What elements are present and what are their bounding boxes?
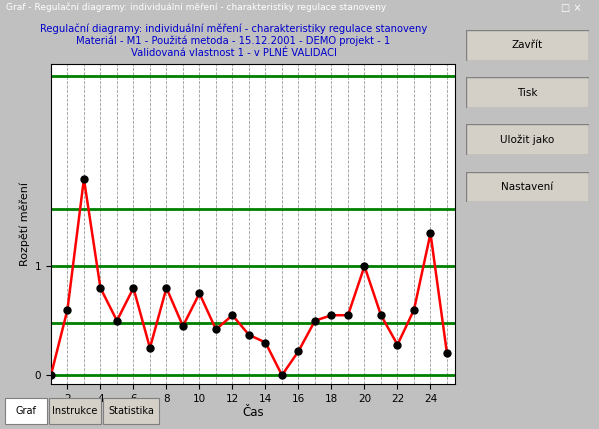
Text: Zavřít: Zavřít xyxy=(512,40,543,51)
Point xyxy=(326,312,336,319)
Text: Graf - Regulační diagramy: individuální měření - charakteristiky regulace stanov: Graf - Regulační diagramy: individuální … xyxy=(6,3,386,12)
Point xyxy=(409,306,419,313)
Point xyxy=(228,312,237,319)
Text: Materiál - M1 - Použitá metoda - 15.12.2001 - DEMO projekt - 1: Materiál - M1 - Použitá metoda - 15.12.2… xyxy=(77,36,391,46)
Text: □ ×: □ × xyxy=(561,3,581,12)
Text: Tisk: Tisk xyxy=(517,88,538,98)
Point xyxy=(277,372,287,379)
Point xyxy=(145,344,155,351)
Point xyxy=(359,263,369,269)
X-axis label: Čas: Čas xyxy=(242,406,264,420)
Point xyxy=(46,372,56,379)
FancyBboxPatch shape xyxy=(466,172,589,202)
FancyBboxPatch shape xyxy=(49,399,101,424)
Point xyxy=(96,284,105,291)
Y-axis label: Rozpětí měření: Rozpětí měření xyxy=(20,182,31,266)
Point xyxy=(195,290,204,297)
Text: Uložit jako: Uložit jako xyxy=(500,135,555,145)
Point xyxy=(211,326,221,333)
Point xyxy=(162,284,171,291)
FancyBboxPatch shape xyxy=(102,399,159,424)
FancyBboxPatch shape xyxy=(466,124,589,155)
Text: Validovaná vlastnost 1 - v PLNÉ VALIDACI: Validovaná vlastnost 1 - v PLNÉ VALIDACI xyxy=(131,48,337,57)
Point xyxy=(129,284,138,291)
Point xyxy=(63,306,72,313)
Text: Statistika: Statistika xyxy=(108,406,154,416)
Point xyxy=(112,317,122,324)
Text: Instrukce: Instrukce xyxy=(52,406,98,416)
Point xyxy=(343,312,353,319)
Point xyxy=(294,348,303,355)
Text: Regulační diagramy: individuální měření - charakteristiky regulace stanoveny: Regulační diagramy: individuální měření … xyxy=(40,24,427,34)
Text: Nastavení: Nastavení xyxy=(501,182,553,192)
Point xyxy=(261,339,270,346)
Point xyxy=(393,341,403,348)
FancyBboxPatch shape xyxy=(466,77,589,108)
Point xyxy=(426,230,435,237)
Point xyxy=(376,312,386,319)
FancyBboxPatch shape xyxy=(5,399,47,424)
Point xyxy=(244,332,254,338)
Text: Graf: Graf xyxy=(15,406,36,416)
Point xyxy=(79,175,89,182)
FancyBboxPatch shape xyxy=(466,30,589,61)
Point xyxy=(178,323,187,329)
Point xyxy=(442,350,452,357)
Point xyxy=(310,317,320,324)
